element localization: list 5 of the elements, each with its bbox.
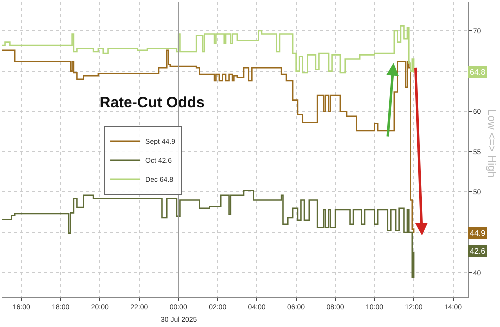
annotation: 44.9 bbox=[470, 229, 486, 238]
annotation: 64.8 bbox=[470, 68, 486, 77]
text: Low <=> High bbox=[486, 110, 498, 178]
text: Rate-Cut Odds bbox=[100, 94, 205, 112]
annotation: 42.6 bbox=[470, 247, 486, 256]
